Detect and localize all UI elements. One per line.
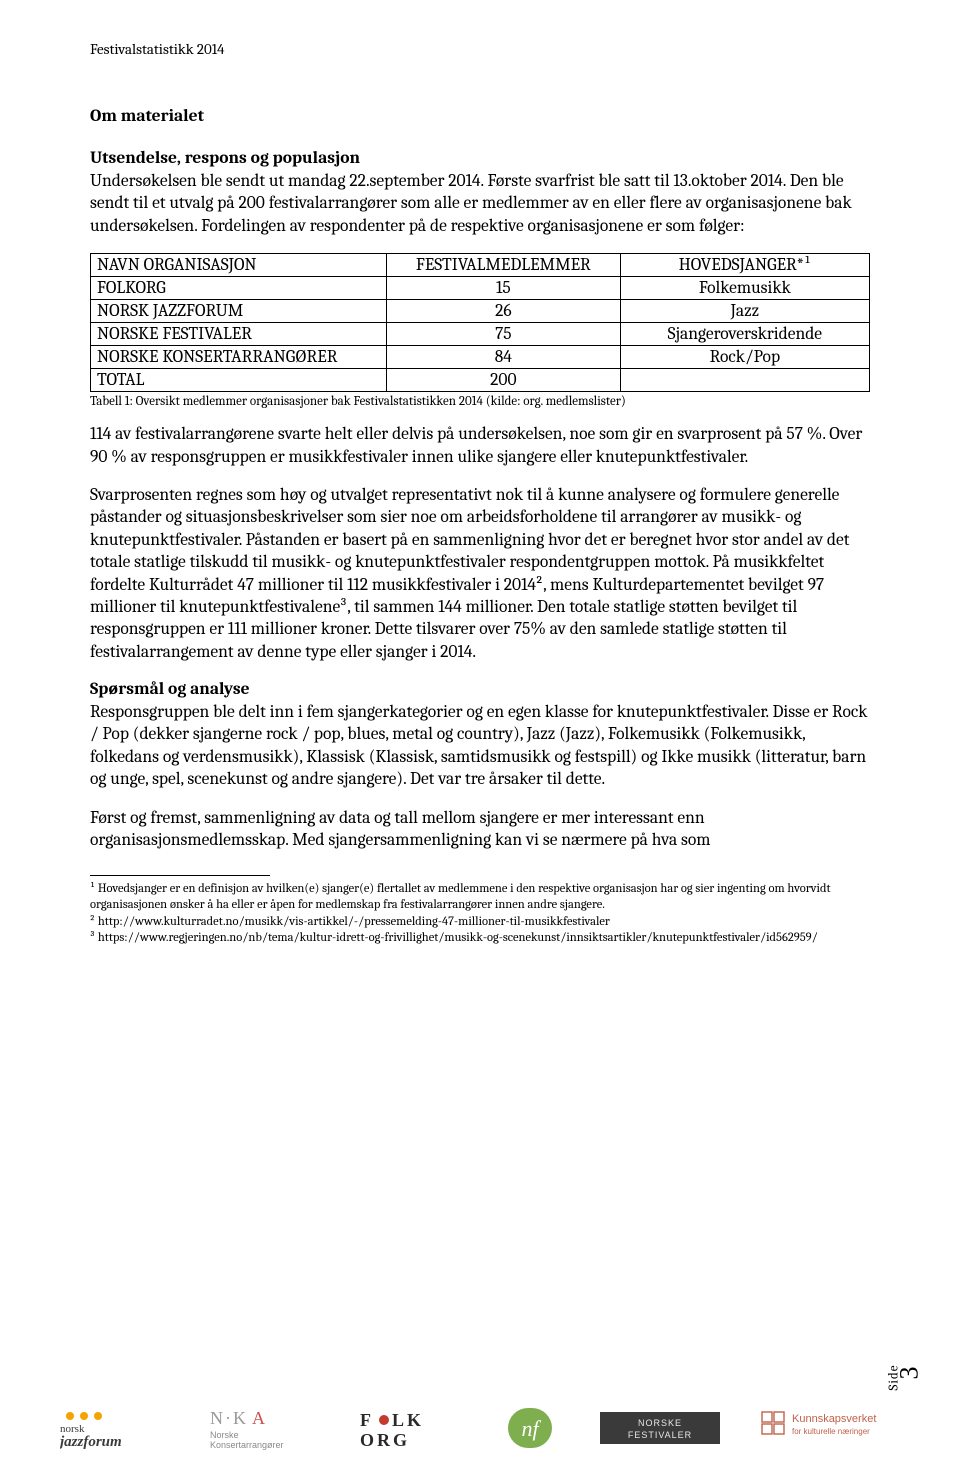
svg-text:nf: nf [521, 1416, 541, 1441]
svg-text:N·K: N·K [210, 1408, 248, 1428]
table-cell: TOTAL [91, 369, 387, 392]
table-header-cell: FESTIVALMEDLEMMER [387, 254, 621, 277]
logo-nka: N·K A Norske Konsertarrangører [210, 1406, 320, 1450]
page-num: 3 [895, 1367, 925, 1380]
table-cell: NORSK JAZZFORUM [91, 300, 387, 323]
footer-logos: norsk jazzforum N·K A Norske Konsertarra… [0, 1390, 960, 1480]
table-header-cell: NAVN ORGANISASJON [91, 254, 387, 277]
table-cell: 75 [387, 323, 621, 346]
org-table: NAVN ORGANISASJON FESTIVALMEDLEMMER HOVE… [90, 253, 870, 392]
footnotes: ¹ Hovedsjanger er en definisjon av hvilk… [90, 882, 870, 947]
table-caption: Tabell 1: Oversikt medlemmer organisasjo… [90, 394, 870, 409]
svg-text:for kulturelle næringer: for kulturelle næringer [792, 1427, 870, 1436]
logo-norske-festivaler: NORSKE FESTIVALER [600, 1406, 720, 1450]
paragraph-forst: Først og fremst, sammenligning av data o… [90, 807, 870, 852]
running-header: Festivalstatistikk 2014 [90, 40, 870, 58]
svg-text:Konsertarrangører: Konsertarrangører [210, 1440, 284, 1450]
paragraph-sporsmal: Responsgruppen ble delt inn i fem sjange… [90, 701, 870, 791]
svg-text:FESTIVALER: FESTIVALER [628, 1430, 692, 1440]
table-row: FOLKORG 15 Folkemusikk [91, 277, 870, 300]
table-row: NORSKE KONSERTARRANGØRER 84 Rock/Pop [91, 346, 870, 369]
footnote-3: ³ https://www.regjeringen.no/nb/tema/kul… [90, 931, 870, 947]
page-number: Side3 [883, 1358, 916, 1388]
subsection-title-sporsmal: Spørsmål og analyse [90, 679, 870, 699]
table-row: NORSK JAZZFORUM 26 Jazz [91, 300, 870, 323]
svg-text:A: A [252, 1408, 265, 1428]
subsection-title-utsendelse: Utsendelse, respons og populasjon [90, 148, 870, 168]
table-cell: Rock/Pop [620, 346, 869, 369]
table-cell: FOLKORG [91, 277, 387, 300]
footnote-2: ² http://www.kulturradet.no/musikk/vis-a… [90, 915, 870, 931]
table-cell: 15 [387, 277, 621, 300]
svg-text:jazzforum: jazzforum [60, 1434, 122, 1450]
table-header-cell: HOVEDSJANGER*¹ [620, 254, 869, 277]
footnote-rule [90, 875, 270, 876]
table-cell: NORSKE KONSERTARRANGØRER [91, 346, 387, 369]
table-cell: NORSKE FESTIVALER [91, 323, 387, 346]
logo-nf: nf [500, 1406, 560, 1450]
svg-text:F: F [360, 1410, 374, 1430]
svg-text:Kunnskapsverket: Kunnskapsverket [792, 1413, 876, 1425]
logo-kunnskapsverket: Kunnskapsverket for kulturelle næringer [760, 1406, 900, 1450]
table-cell: 200 [387, 369, 621, 392]
svg-text:NORSKE: NORSKE [638, 1418, 682, 1428]
svg-text:Norske: Norske [210, 1430, 239, 1440]
paragraph-svarprosent: Svarprosenten regnes som høy og utvalget… [90, 484, 870, 663]
table-cell [620, 369, 869, 392]
table-cell: Folkemusikk [620, 277, 869, 300]
svg-text:LK: LK [392, 1410, 424, 1430]
intro-paragraph: Undersøkelsen ble sendt ut mandag 22.sep… [90, 170, 870, 237]
table-row: NORSKE FESTIVALER 75 Sjangeroverskridend… [91, 323, 870, 346]
table-header-row: NAVN ORGANISASJON FESTIVALMEDLEMMER HOVE… [91, 254, 870, 277]
section-title: Om materialet [90, 106, 870, 126]
svg-text:ORG: ORG [360, 1430, 410, 1450]
table-cell: 84 [387, 346, 621, 369]
paragraph-after-table: 114 av festivalarrangørene svarte helt e… [90, 423, 870, 468]
table-row: TOTAL 200 [91, 369, 870, 392]
table-cell: 26 [387, 300, 621, 323]
logo-norsk-jazzforum: norsk jazzforum [60, 1406, 170, 1450]
logo-folkorg: F LK ORG [360, 1406, 460, 1450]
table-cell: Sjangeroverskridende [620, 323, 869, 346]
table-cell: Jazz [620, 300, 869, 323]
footnote-1: ¹ Hovedsjanger er en definisjon av hvilk… [90, 882, 870, 913]
